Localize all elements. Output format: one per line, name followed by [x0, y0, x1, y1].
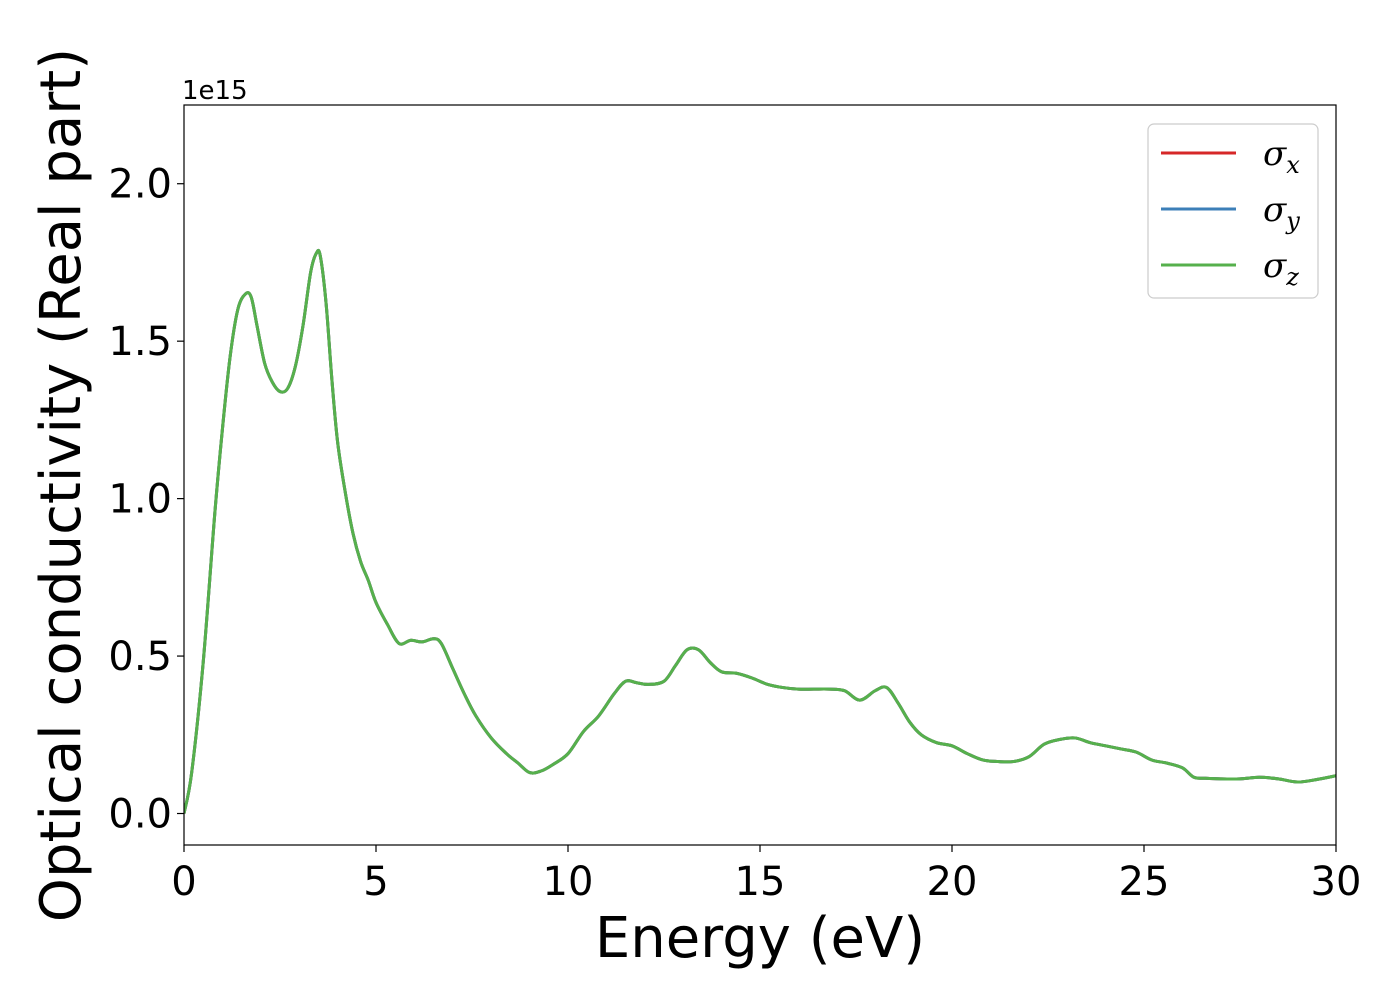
x-tick-label: 25 [1119, 859, 1170, 905]
x-tick-label: 20 [927, 859, 978, 905]
series-line-z [184, 248, 1336, 814]
y-tick-label: 2.0 [108, 162, 172, 208]
y-tick-label: 0.0 [108, 792, 172, 838]
legend-label-x: σx [1263, 134, 1300, 179]
x-tick-label: 30 [1311, 859, 1362, 905]
legend-box [1147, 123, 1319, 299]
y-axis-label: Optical conductivity (Real part) [29, 48, 94, 922]
y-tick-label: 0.5 [108, 634, 172, 680]
x-axis-label: Energy (eV) [595, 906, 925, 971]
legend: σx σy σz [1147, 123, 1319, 299]
series-layer [184, 248, 1336, 814]
y-tick-label: 1.5 [108, 319, 172, 365]
x-tick-label: 5 [363, 859, 388, 905]
x-tick-label: 15 [735, 859, 786, 905]
y-axis-ticks: 0.0 0.5 1.0 1.5 2.0 [108, 162, 184, 838]
x-tick-label: 10 [543, 859, 594, 905]
y-tick-label: 1.0 [108, 477, 172, 523]
legend-label-z: σz [1263, 246, 1299, 291]
legend-label-y: σy [1263, 190, 1300, 235]
x-axis-ticks: 0 5 10 15 20 25 30 [171, 845, 1361, 905]
y-axis-offset-text: 1e15 [182, 76, 248, 106]
x-tick-label: 0 [171, 859, 196, 905]
